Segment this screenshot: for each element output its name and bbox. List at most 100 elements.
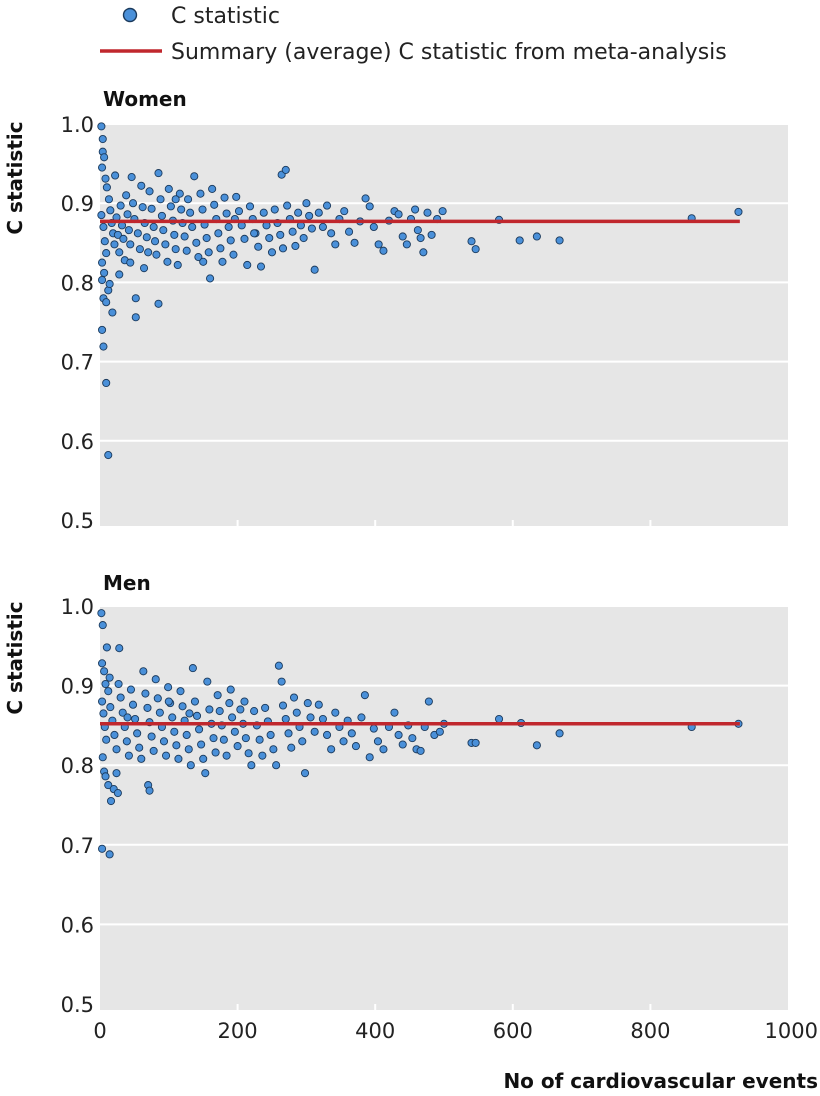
data-point-women bbox=[175, 189, 184, 198]
x-tick-label: 0 bbox=[93, 1019, 106, 1043]
data-point-men bbox=[141, 689, 150, 698]
data-point-men bbox=[435, 727, 444, 736]
data-point-women bbox=[184, 195, 193, 204]
data-point-men bbox=[471, 738, 480, 747]
data-point-men bbox=[261, 703, 270, 712]
data-point-women bbox=[98, 163, 107, 172]
data-point-women bbox=[144, 248, 153, 257]
data-point-women bbox=[416, 233, 425, 243]
data-point-men bbox=[250, 707, 259, 716]
data-point-women bbox=[173, 260, 182, 270]
data-point-men bbox=[292, 708, 301, 717]
data-point-men bbox=[244, 749, 253, 758]
data-point-women bbox=[126, 240, 135, 249]
x-tick-label: 600 bbox=[493, 1019, 533, 1043]
data-point-women bbox=[150, 237, 160, 246]
data-point-women bbox=[135, 245, 144, 254]
data-point-women bbox=[350, 238, 359, 247]
y-tick-label-women: 0.7 bbox=[61, 351, 94, 375]
data-point-men bbox=[287, 743, 296, 752]
data-point-women bbox=[149, 222, 158, 232]
data-point-women bbox=[170, 230, 179, 239]
data-point-men bbox=[164, 683, 173, 692]
data-point-women bbox=[126, 258, 135, 267]
data-point-women bbox=[402, 240, 411, 249]
data-point-men bbox=[170, 727, 179, 736]
data-point-men bbox=[190, 697, 199, 706]
data-point-men bbox=[98, 753, 107, 762]
y-tick-label-men: 0.5 bbox=[61, 993, 94, 1017]
data-point-women bbox=[119, 234, 128, 243]
data-point-men bbox=[113, 789, 122, 798]
data-point-women bbox=[374, 240, 383, 249]
data-point-women bbox=[131, 313, 140, 322]
data-point-men bbox=[233, 742, 242, 751]
data-point-women bbox=[398, 232, 407, 241]
data-point-women bbox=[202, 233, 211, 243]
data-point-men bbox=[139, 667, 148, 676]
data-point-women bbox=[322, 201, 332, 210]
data-point-men bbox=[408, 734, 417, 743]
y-axis-label-men: C statistic bbox=[3, 601, 27, 714]
data-point-women bbox=[124, 226, 133, 235]
data-point-men bbox=[219, 735, 228, 744]
x-tick-label: 400 bbox=[355, 1019, 395, 1043]
data-point-women bbox=[294, 208, 303, 217]
data-point-men bbox=[203, 677, 212, 686]
x-tick-label: 800 bbox=[630, 1019, 670, 1043]
data-point-men bbox=[213, 691, 222, 700]
y-tick-label-men: 1.0 bbox=[61, 595, 94, 619]
data-point-men bbox=[278, 701, 288, 710]
data-point-men bbox=[161, 751, 171, 760]
data-point-men bbox=[211, 748, 220, 757]
data-point-women bbox=[307, 224, 316, 233]
data-point-women bbox=[243, 260, 252, 270]
data-point-men bbox=[201, 769, 210, 778]
data-point-women bbox=[199, 257, 208, 266]
data-point-women bbox=[123, 210, 132, 219]
data-point-men bbox=[124, 751, 133, 760]
data-point-women bbox=[98, 275, 107, 285]
data-point-women bbox=[177, 205, 186, 214]
data-point-men bbox=[365, 753, 374, 762]
points-women bbox=[97, 122, 743, 460]
data-point-women bbox=[102, 183, 111, 192]
data-point-men bbox=[114, 679, 123, 689]
data-point-men bbox=[112, 769, 121, 778]
data-point-women bbox=[305, 211, 314, 220]
data-point-women bbox=[101, 174, 110, 183]
data-point-men bbox=[123, 713, 132, 722]
data-point-women bbox=[419, 248, 428, 257]
data-point-women bbox=[283, 201, 292, 210]
data-point-women bbox=[100, 153, 109, 162]
data-point-men bbox=[143, 703, 152, 712]
data-point-men bbox=[199, 754, 208, 763]
data-point-women bbox=[222, 209, 231, 218]
data-point-men bbox=[105, 673, 114, 682]
data-point-women bbox=[166, 202, 175, 211]
data-point-men bbox=[98, 844, 107, 853]
data-point-women bbox=[250, 229, 259, 238]
data-point-men bbox=[133, 729, 142, 738]
data-point-men bbox=[357, 713, 366, 722]
data-point-women bbox=[515, 236, 524, 245]
data-point-men bbox=[258, 751, 267, 760]
data-point-women bbox=[102, 298, 111, 307]
data-point-women bbox=[142, 233, 151, 242]
panel-women: Women 0.5 0.6 0.7 0.8 0.9 1.0 C statistic bbox=[3, 87, 788, 533]
data-point-men bbox=[289, 693, 299, 702]
data-point-women bbox=[427, 230, 436, 239]
data-point-women bbox=[161, 240, 170, 249]
data-point-men bbox=[277, 677, 286, 686]
data-point-women bbox=[154, 299, 163, 308]
data-point-men bbox=[98, 621, 107, 630]
data-point-women bbox=[210, 200, 219, 209]
data-point-women bbox=[154, 169, 163, 178]
data-point-women bbox=[99, 222, 108, 232]
data-point-women bbox=[156, 195, 165, 204]
data-point-men bbox=[151, 675, 160, 684]
data-point-women bbox=[171, 245, 180, 254]
data-point-men bbox=[331, 708, 340, 717]
y-tick-label-men: 0.6 bbox=[61, 913, 94, 937]
data-point-men bbox=[102, 735, 111, 744]
